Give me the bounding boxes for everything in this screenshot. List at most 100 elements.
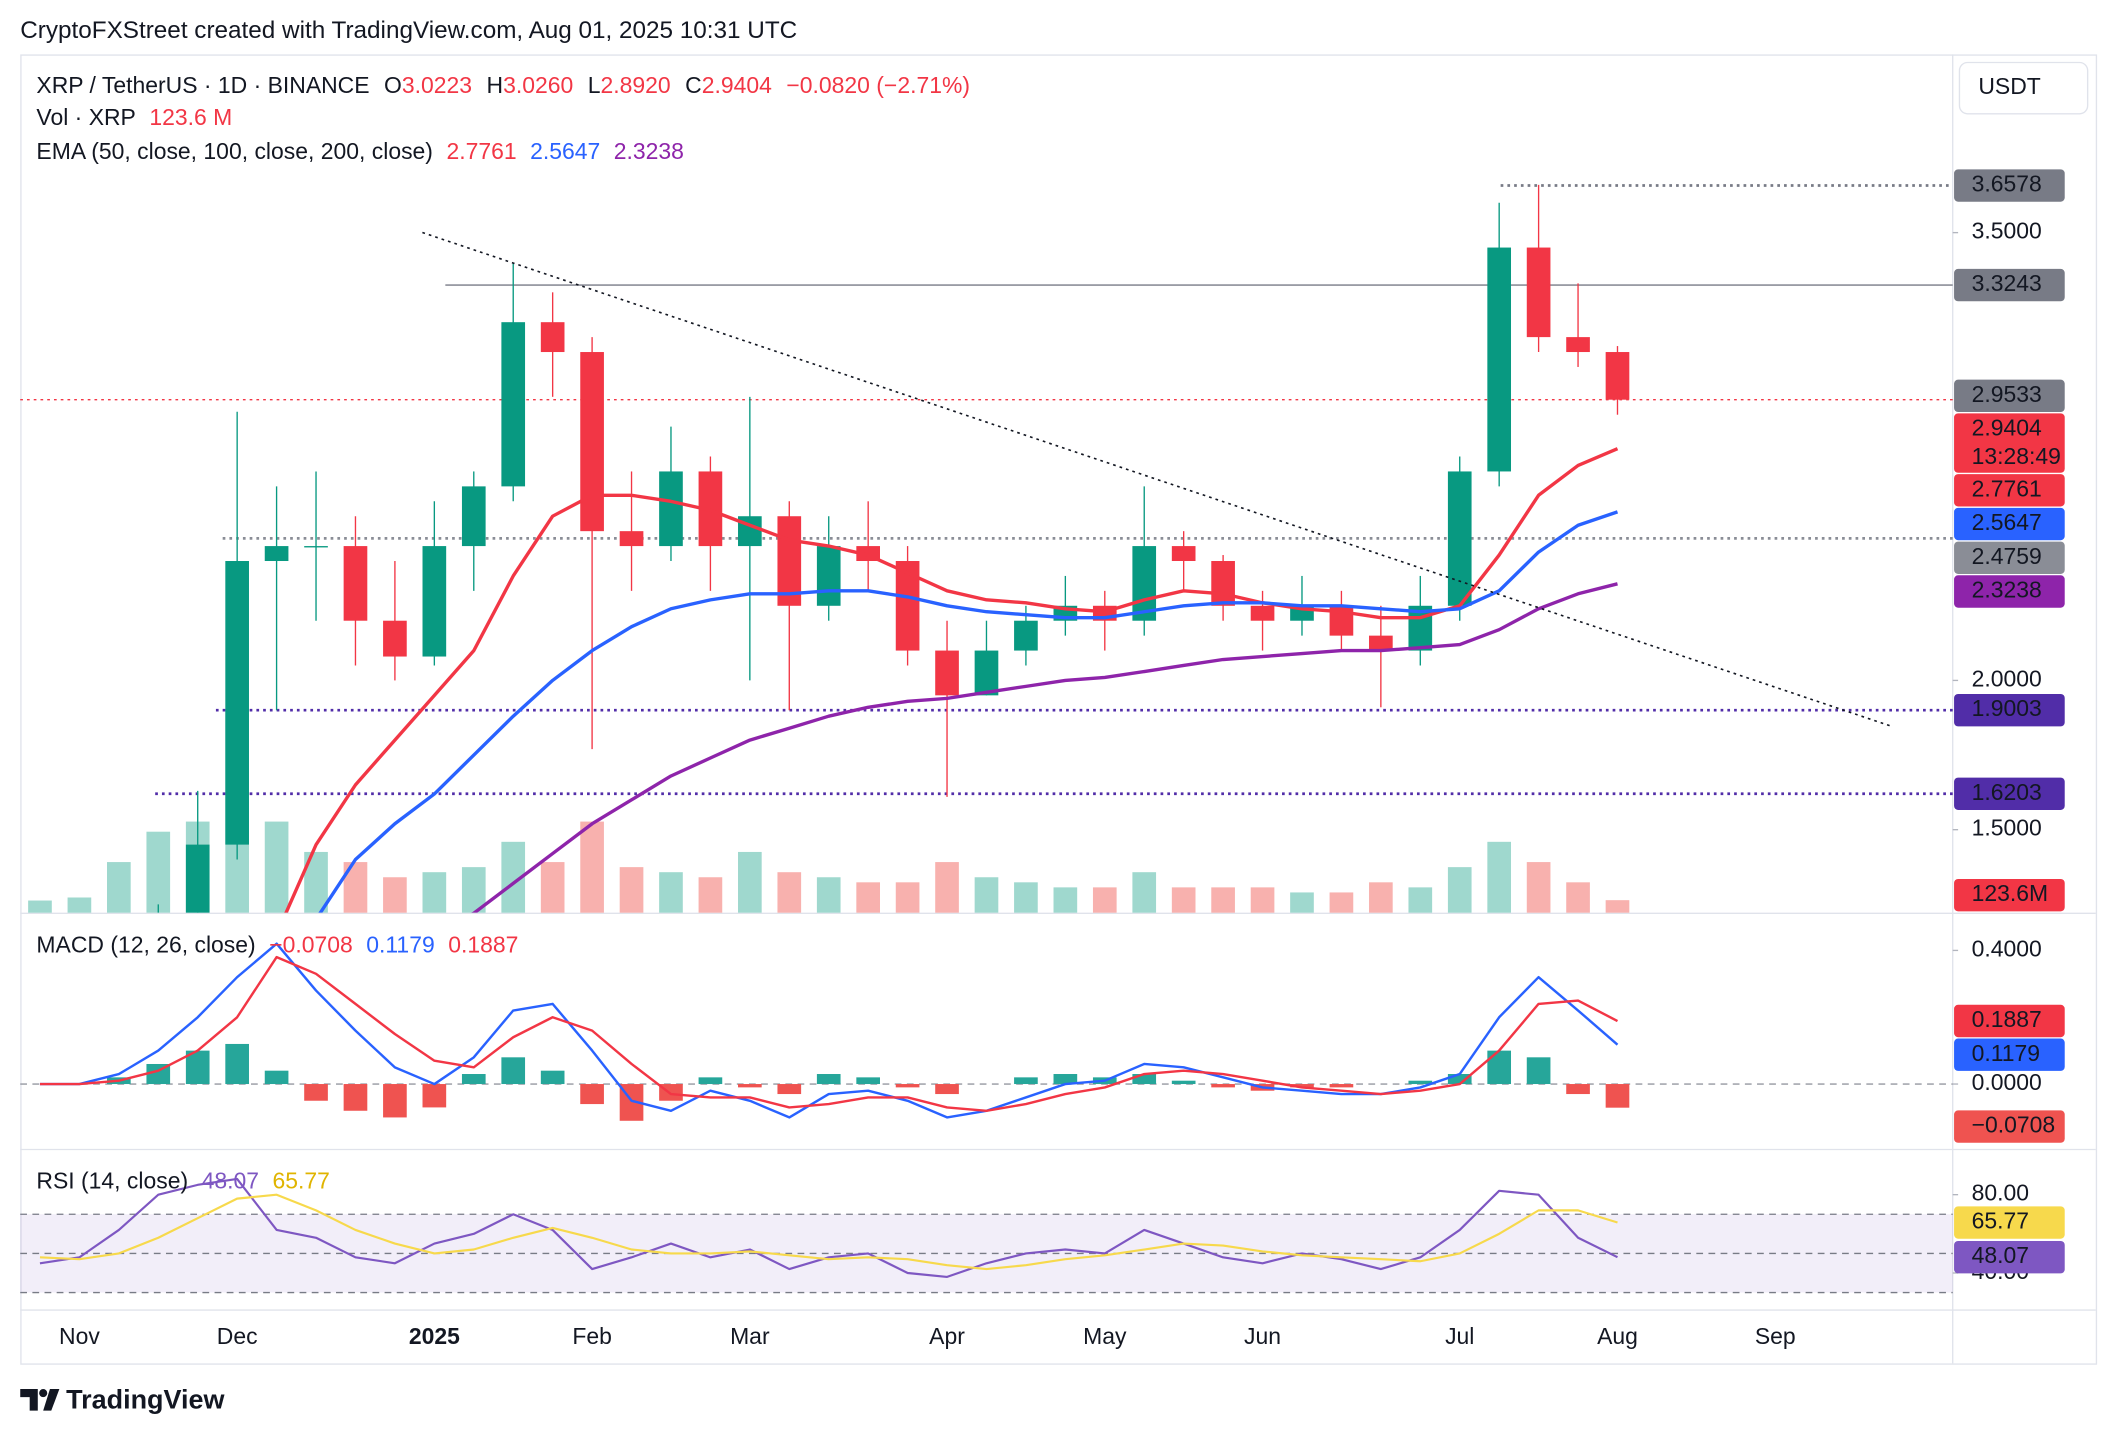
price-badge — [1954, 693, 2065, 727]
rsi-value: 48.07 — [202, 1168, 259, 1194]
histogram-bar — [1290, 1084, 1314, 1088]
candle-body — [974, 650, 999, 696]
y-tick-label: 2.0000 — [1972, 665, 2042, 691]
ema-value: 2.3238 — [614, 138, 684, 164]
signal-value: 0.1887 — [448, 931, 518, 957]
histogram-bar — [501, 1057, 526, 1085]
chart-frame — [20, 54, 2098, 1365]
price-badge-label: 2.7761 — [1972, 475, 2042, 501]
ohlc-value: 3.0260 — [503, 72, 573, 98]
y-tick-label: 1.5000 — [1972, 815, 2042, 841]
candle-body — [343, 546, 368, 621]
change: −0.0820 (−2.71%) — [786, 72, 970, 98]
volume-bar — [264, 821, 289, 913]
candle-body — [580, 352, 604, 532]
x-tick-label: Jun — [1244, 1323, 1281, 1349]
price-badge-label: 3.3243 — [1972, 270, 2042, 296]
price-badge — [1954, 413, 2065, 473]
volume-bar — [540, 862, 565, 913]
histogram-bar — [1171, 1080, 1196, 1085]
price-badge — [1954, 379, 2065, 413]
price-badge-label: 48.07 — [1972, 1242, 2029, 1268]
volume-bar — [1132, 872, 1157, 913]
volume-bar — [1211, 887, 1235, 913]
price-badge — [1954, 1110, 2065, 1143]
price-badge-label: 1.6203 — [1972, 779, 2042, 805]
volume-bar — [619, 867, 644, 913]
candle-body — [1369, 635, 1393, 651]
price-badge — [1954, 268, 2065, 302]
series-line — [39, 942, 1619, 1119]
volume-legend-value: 123.6 M — [149, 104, 232, 130]
price-badge — [1954, 1241, 2065, 1274]
candle-body — [1605, 352, 1630, 400]
x-tick-label: May — [1083, 1323, 1127, 1349]
histogram-bar — [383, 1084, 407, 1118]
price-badge-label: 65.77 — [1972, 1208, 2029, 1234]
series-line — [39, 955, 1619, 1112]
ohlc-key: L — [588, 72, 601, 98]
x-tick-label: Aug — [1597, 1323, 1638, 1349]
price-badge — [1954, 169, 2065, 202]
histogram-bar — [580, 1084, 604, 1105]
candle-body — [1171, 546, 1196, 562]
price-badge — [1954, 575, 2065, 608]
currency-button[interactable] — [1958, 61, 2089, 115]
candle-body — [659, 471, 683, 547]
volume-bar — [1526, 862, 1551, 913]
ohlc-key: O — [384, 72, 402, 98]
series-line — [39, 1193, 1618, 1271]
candle-body — [540, 322, 565, 353]
volume-bar — [777, 872, 802, 913]
histogram-bar — [1526, 1057, 1551, 1085]
volume-bar — [895, 882, 920, 913]
candle-body — [225, 561, 249, 845]
volume-legend: Vol · XRP 123.6 M — [36, 104, 232, 130]
price-badge — [1954, 1004, 2065, 1038]
series-line — [318, 510, 1619, 913]
ohlc-key: C — [685, 72, 702, 98]
y-tick-label: 0.4000 — [1972, 935, 2042, 961]
series-line — [471, 582, 1618, 913]
price-badge-label: 2.5647 — [1972, 509, 2042, 535]
currency[interactable]: USDT — [1978, 73, 2040, 99]
price-badge — [1954, 1206, 2065, 1239]
candle-body — [1487, 247, 1512, 472]
rsi-legend-title: RSI (14, close) — [36, 1168, 188, 1194]
histogram-bar — [225, 1043, 249, 1085]
volume-bar — [1014, 882, 1038, 913]
ema-value: 2.5647 — [530, 138, 600, 164]
volume-bar — [1053, 887, 1078, 913]
volume-bar — [343, 862, 368, 913]
volume-bar — [974, 877, 999, 913]
price-badge-label: 3.6578 — [1972, 171, 2042, 197]
price-badge — [1954, 474, 2065, 507]
volume-bar — [146, 831, 171, 913]
y-tick-label: 80.00 — [1972, 1180, 2029, 1206]
volume-bar — [28, 900, 52, 913]
ema-legend-title: EMA (50, close, 100, close, 200, close) — [36, 138, 433, 164]
volume-bar — [1290, 892, 1314, 913]
countdown: 13:28:49 — [1972, 443, 2061, 469]
x-tick-label: Mar — [730, 1323, 770, 1349]
price-badge-label: 2.9404 — [1972, 415, 2042, 441]
rsi-legend: RSI (14, close) 48.07 65.77 — [36, 1168, 330, 1194]
candle-body — [1566, 337, 1590, 353]
histogram-bar — [935, 1084, 959, 1095]
ohlc-value: 2.8920 — [601, 72, 671, 98]
candle-body — [816, 546, 841, 606]
candle-body — [501, 322, 526, 487]
volume-bar — [304, 851, 328, 913]
volume-bar — [1171, 887, 1196, 913]
macd-hist-value: −0.0708 — [269, 931, 353, 957]
price-badge — [1954, 777, 2065, 810]
price-badge-label: −0.0708 — [1972, 1112, 2056, 1138]
volume-bar — [1369, 882, 1393, 913]
candle-body — [1014, 620, 1038, 651]
histogram-bar — [895, 1084, 920, 1088]
plot-layer: Nov Dec 2025 Feb Mar Apr May Jun Jul Aug Sep 3.5000… — [20, 169, 2065, 1349]
brand: TradingView — [66, 1384, 225, 1414]
histogram-bar — [422, 1084, 447, 1108]
